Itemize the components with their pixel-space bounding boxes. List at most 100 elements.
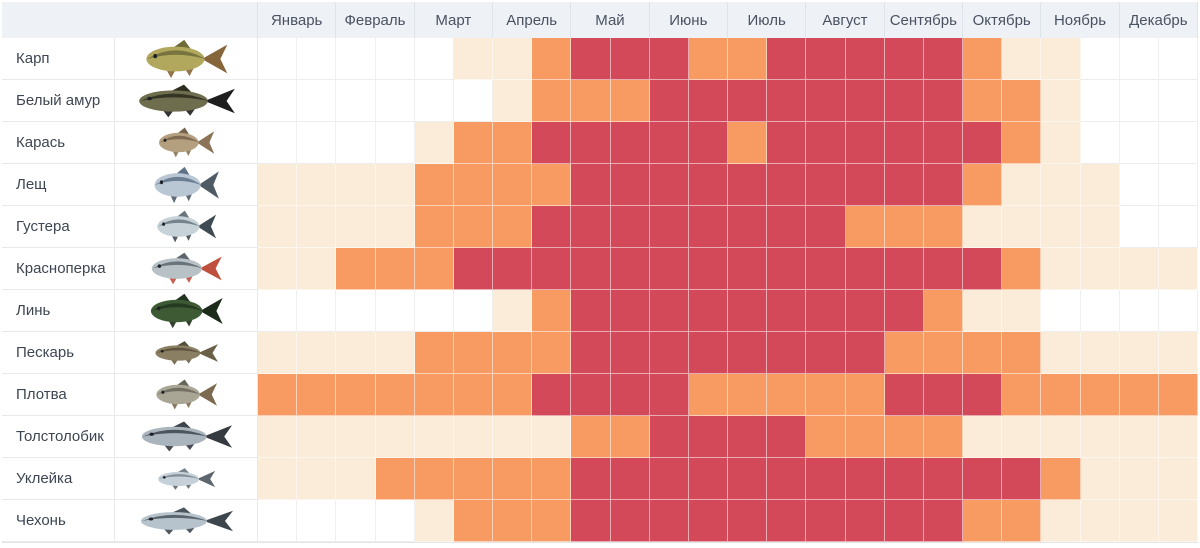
activity-cell-low xyxy=(258,416,298,458)
activity-cell-low xyxy=(963,206,1003,248)
activity-cell-high xyxy=(806,500,846,542)
activity-cell-low xyxy=(1080,248,1120,290)
month-header-10: Октябрь xyxy=(963,2,1042,38)
activity-cell-high xyxy=(571,38,611,80)
activity-cell-medium xyxy=(963,80,1003,122)
activity-cell-low xyxy=(493,290,533,332)
roach-fish-icon xyxy=(156,379,218,410)
activity-cell-high xyxy=(884,374,924,416)
activity-cell-high xyxy=(688,290,728,332)
activity-cell-high xyxy=(571,122,611,164)
month-header-5: Май xyxy=(571,2,650,38)
activity-cell-high xyxy=(845,458,885,500)
activity-cell-low xyxy=(336,416,376,458)
rudd-fish-icon xyxy=(151,252,222,285)
activity-cell-low xyxy=(453,38,493,80)
activity-cell-none xyxy=(1158,122,1198,164)
activity-cell-low xyxy=(297,206,337,248)
activity-cell-medium xyxy=(1041,458,1081,500)
activity-cell-medium xyxy=(493,206,533,248)
activity-cell-medium xyxy=(414,374,454,416)
activity-cell-high xyxy=(649,248,689,290)
month-header-8: Август xyxy=(806,2,885,38)
activity-cell-medium xyxy=(336,248,376,290)
month-header-11: Ноябрь xyxy=(1041,2,1120,38)
activity-cell-high xyxy=(610,164,650,206)
activity-cell-medium xyxy=(493,458,533,500)
activity-cell-medium xyxy=(375,374,415,416)
activity-cell-high xyxy=(532,122,572,164)
bleak-fish-icon xyxy=(158,467,216,490)
activity-cell-high xyxy=(571,500,611,542)
activity-cell-none xyxy=(414,80,454,122)
month-header-4: Апрель xyxy=(493,2,572,38)
activity-cell-none xyxy=(336,80,376,122)
activity-cell-high xyxy=(845,38,885,80)
activity-cell-low xyxy=(1002,416,1042,458)
sabrefish-fish-icon xyxy=(141,506,233,535)
fish-name-label: Карась xyxy=(2,122,115,164)
activity-cell-high xyxy=(532,374,572,416)
fish-image-cell xyxy=(115,80,258,122)
activity-cell-medium xyxy=(493,500,533,542)
activity-cell-low xyxy=(1119,332,1159,374)
activity-cell-none xyxy=(1119,80,1159,122)
activity-cell-medium xyxy=(375,248,415,290)
activity-cell-high xyxy=(571,248,611,290)
activity-cell-high xyxy=(649,290,689,332)
activity-cell-low xyxy=(375,332,415,374)
activity-cell-high xyxy=(923,458,963,500)
activity-cell-medium xyxy=(336,374,376,416)
fish-name-label: Уклейка xyxy=(2,458,115,500)
activity-cell-low xyxy=(1041,500,1081,542)
activity-cell-none xyxy=(375,80,415,122)
activity-cell-high xyxy=(688,332,728,374)
fish-image-cell xyxy=(115,248,258,290)
activity-cell-high xyxy=(688,416,728,458)
activity-cell-high xyxy=(963,374,1003,416)
activity-cell-none xyxy=(1119,290,1159,332)
activity-cell-medium xyxy=(610,80,650,122)
activity-cell-none xyxy=(258,38,298,80)
month-header-1: Январь xyxy=(258,2,337,38)
activity-cell-medium xyxy=(453,122,493,164)
activity-cell-low xyxy=(1041,248,1081,290)
activity-cell-low xyxy=(1080,206,1120,248)
activity-cell-low xyxy=(1119,416,1159,458)
activity-cell-high xyxy=(532,206,572,248)
activity-cell-high xyxy=(649,500,689,542)
activity-cell-medium xyxy=(884,416,924,458)
activity-cell-high xyxy=(806,122,846,164)
activity-cell-high xyxy=(728,290,768,332)
activity-cell-medium xyxy=(963,164,1003,206)
activity-cell-high xyxy=(806,248,846,290)
fish-name-label: Красноперка xyxy=(2,248,115,290)
activity-cell-high xyxy=(493,248,533,290)
activity-cell-high xyxy=(688,500,728,542)
activity-cell-high xyxy=(767,122,807,164)
activity-cell-low xyxy=(258,248,298,290)
activity-cell-medium xyxy=(532,164,572,206)
activity-cell-medium xyxy=(1080,374,1120,416)
activity-cell-high xyxy=(806,164,846,206)
activity-cell-none xyxy=(1158,38,1198,80)
activity-cell-high xyxy=(728,416,768,458)
activity-cell-high xyxy=(688,80,728,122)
activity-cell-high xyxy=(767,248,807,290)
activity-cell-high xyxy=(923,500,963,542)
activity-cell-low xyxy=(1041,206,1081,248)
activity-cell-low xyxy=(375,164,415,206)
activity-cell-high xyxy=(923,38,963,80)
fish-name-label: Толстолобик xyxy=(2,416,115,458)
activity-cell-medium xyxy=(414,458,454,500)
activity-cell-high xyxy=(884,80,924,122)
activity-cell-high xyxy=(845,332,885,374)
activity-cell-high xyxy=(610,332,650,374)
month-header-2: Февраль xyxy=(336,2,415,38)
activity-cell-high xyxy=(806,80,846,122)
activity-cell-medium xyxy=(688,38,728,80)
activity-cell-none xyxy=(258,122,298,164)
activity-cell-low xyxy=(493,38,533,80)
activity-cell-low xyxy=(1080,164,1120,206)
activity-cell-none xyxy=(414,38,454,80)
